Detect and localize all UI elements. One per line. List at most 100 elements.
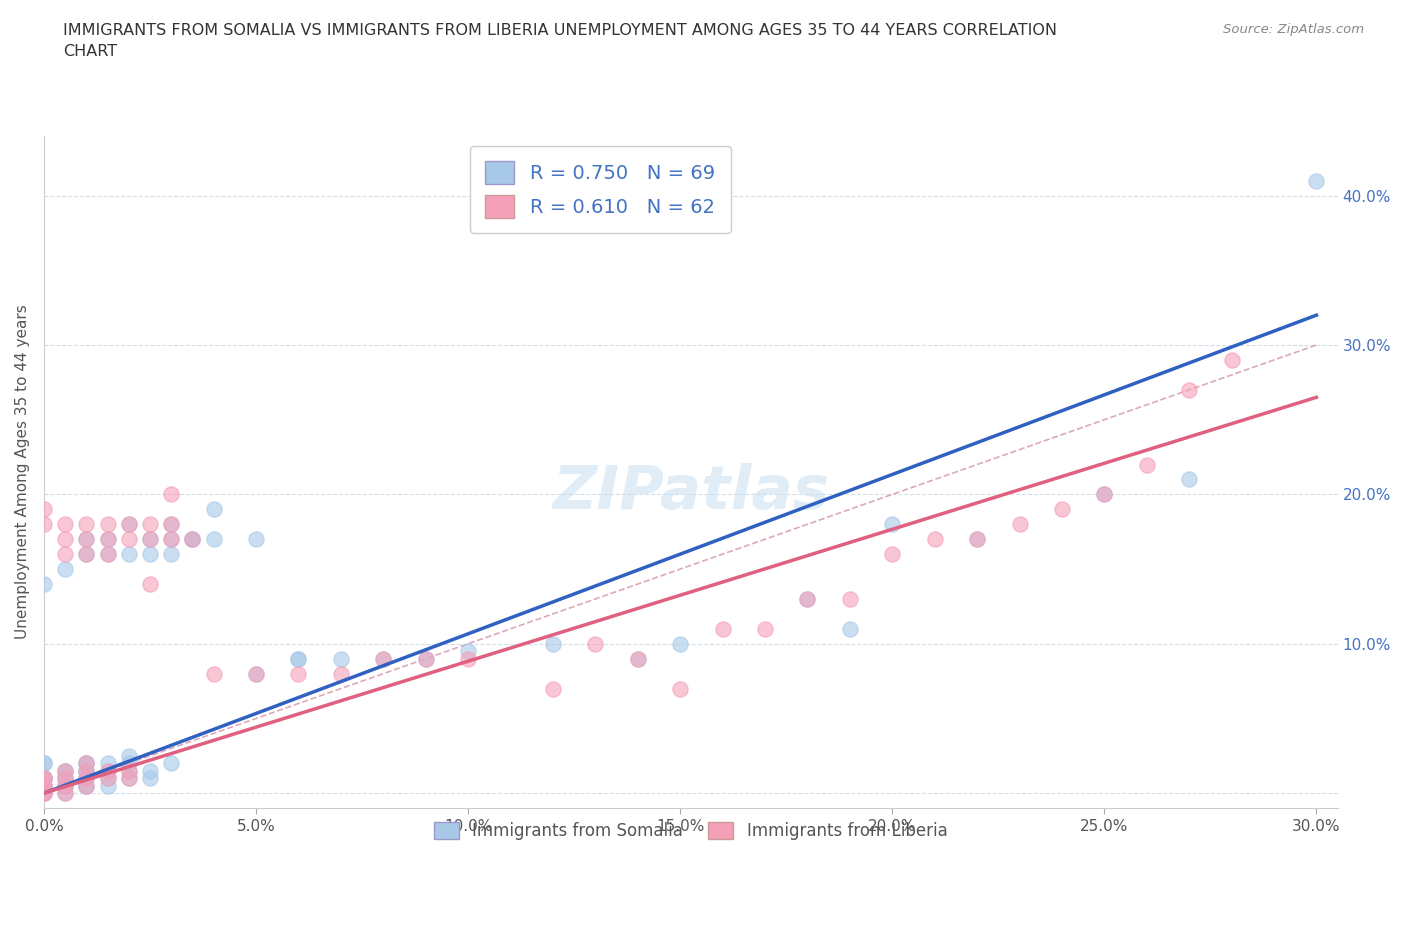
Point <box>1305 173 1327 188</box>
Point <box>583 636 606 651</box>
Point <box>118 771 141 786</box>
Point <box>160 517 183 532</box>
Point <box>75 547 97 562</box>
Point <box>181 532 204 547</box>
Point <box>32 778 55 793</box>
Point <box>32 502 55 517</box>
Point <box>75 756 97 771</box>
Point <box>53 778 76 793</box>
Point <box>32 771 55 786</box>
Point <box>882 517 904 532</box>
Point <box>1220 352 1243 367</box>
Point <box>53 771 76 786</box>
Point <box>32 771 55 786</box>
Point <box>118 517 141 532</box>
Point <box>202 666 225 681</box>
Point <box>541 681 564 696</box>
Point <box>118 764 141 778</box>
Point <box>32 786 55 801</box>
Point <box>75 756 97 771</box>
Point <box>966 532 988 547</box>
Point <box>75 547 97 562</box>
Point <box>96 532 118 547</box>
Point <box>160 517 183 532</box>
Point <box>53 771 76 786</box>
Point <box>75 771 97 786</box>
Point <box>160 547 183 562</box>
Point <box>32 786 55 801</box>
Point <box>796 591 818 606</box>
Point <box>32 786 55 801</box>
Point <box>838 621 860 636</box>
Point <box>53 786 76 801</box>
Point <box>118 764 141 778</box>
Point <box>32 771 55 786</box>
Point <box>287 651 309 666</box>
Point <box>75 756 97 771</box>
Point <box>627 651 650 666</box>
Point <box>32 786 55 801</box>
Point <box>457 651 479 666</box>
Point <box>32 778 55 793</box>
Point <box>966 532 988 547</box>
Point <box>32 771 55 786</box>
Point <box>882 547 904 562</box>
Point <box>1136 457 1159 472</box>
Point <box>1178 382 1201 397</box>
Point <box>118 532 141 547</box>
Point <box>96 517 118 532</box>
Point <box>53 771 76 786</box>
Point <box>160 756 183 771</box>
Point <box>202 502 225 517</box>
Point <box>32 771 55 786</box>
Point <box>53 786 76 801</box>
Point <box>53 764 76 778</box>
Point <box>202 532 225 547</box>
Point <box>96 547 118 562</box>
Point <box>75 778 97 793</box>
Point <box>75 778 97 793</box>
Point <box>541 636 564 651</box>
Point <box>245 666 267 681</box>
Point <box>669 681 692 696</box>
Point <box>160 532 183 547</box>
Point <box>1092 487 1115 502</box>
Point <box>329 651 352 666</box>
Point <box>96 547 118 562</box>
Point <box>924 532 946 547</box>
Point <box>118 771 141 786</box>
Point <box>181 532 204 547</box>
Point <box>118 547 141 562</box>
Point <box>1050 502 1073 517</box>
Point <box>32 778 55 793</box>
Point <box>287 666 309 681</box>
Point <box>118 517 141 532</box>
Text: IMMIGRANTS FROM SOMALIA VS IMMIGRANTS FROM LIBERIA UNEMPLOYMENT AMONG AGES 35 TO: IMMIGRANTS FROM SOMALIA VS IMMIGRANTS FR… <box>63 23 1057 60</box>
Point <box>457 644 479 658</box>
Point <box>160 487 183 502</box>
Point <box>75 764 97 778</box>
Point <box>118 756 141 771</box>
Point <box>32 517 55 532</box>
Point <box>139 764 162 778</box>
Point <box>287 651 309 666</box>
Point <box>32 756 55 771</box>
Point <box>53 778 76 793</box>
Point <box>32 778 55 793</box>
Point <box>96 764 118 778</box>
Point <box>160 532 183 547</box>
Point <box>838 591 860 606</box>
Point <box>627 651 650 666</box>
Point <box>53 562 76 577</box>
Point <box>75 532 97 547</box>
Point <box>139 517 162 532</box>
Point <box>53 764 76 778</box>
Text: ZIPatlas: ZIPatlas <box>553 462 830 522</box>
Point <box>53 778 76 793</box>
Point <box>415 651 437 666</box>
Point <box>1092 487 1115 502</box>
Point <box>32 577 55 591</box>
Point <box>245 532 267 547</box>
Point <box>75 532 97 547</box>
Point <box>181 532 204 547</box>
